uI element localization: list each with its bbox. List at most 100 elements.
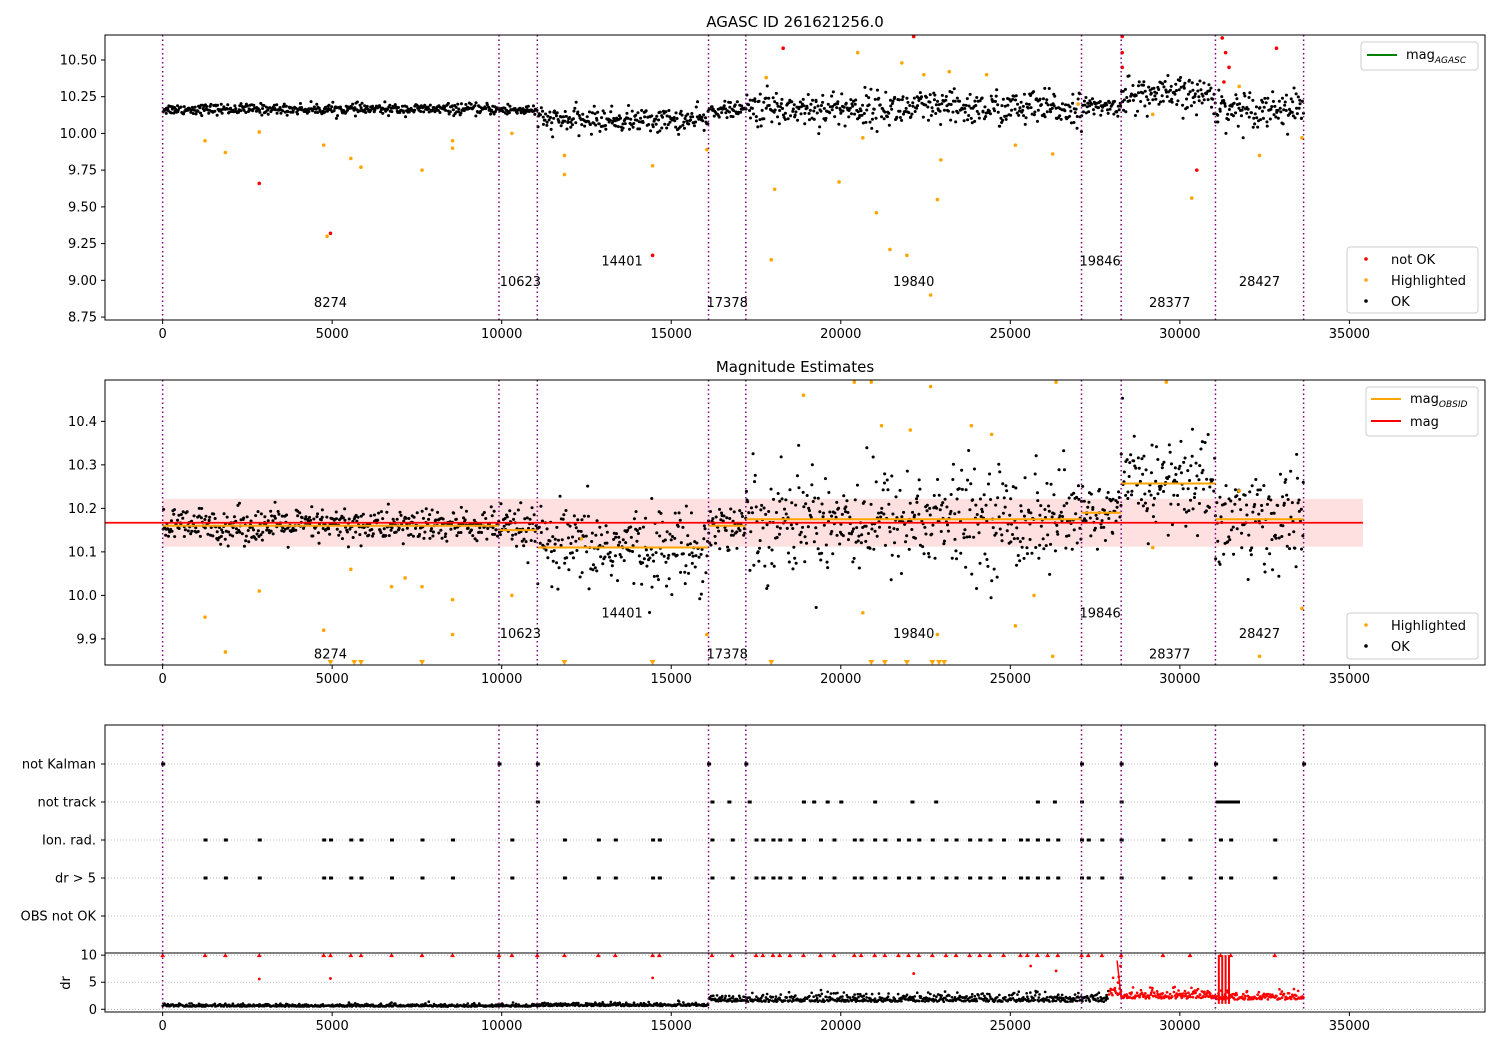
flag-point bbox=[730, 876, 735, 880]
magnitude-obsid-label: 8274 bbox=[314, 647, 347, 662]
flag-point bbox=[322, 838, 327, 842]
magnitude-highlighted-point bbox=[1050, 654, 1055, 659]
magnitude-highlighted-point bbox=[852, 380, 857, 384]
agasc-not-ok-point bbox=[257, 181, 262, 186]
agasc-highlighted-point bbox=[650, 163, 655, 168]
dr-clipped-marker bbox=[967, 953, 973, 958]
magnitude-highlighted-point bbox=[908, 428, 913, 432]
magnitude-highlighted-point bbox=[1164, 380, 1169, 384]
flag-point bbox=[451, 838, 456, 842]
dr-clipped-marker bbox=[882, 953, 888, 958]
dr-clipped-marker bbox=[753, 953, 759, 958]
magnitude-highlighted-point bbox=[510, 593, 514, 598]
agasc-xtick-label: 30000 bbox=[1159, 327, 1200, 342]
dr-clipped-marker bbox=[561, 953, 567, 958]
flag-point bbox=[747, 800, 752, 804]
dr-clipped-marker bbox=[327, 953, 333, 958]
dr-clipped-marker bbox=[1099, 953, 1105, 958]
agasc-ytick-label: 9.50 bbox=[68, 200, 97, 215]
dr-clipped-marker bbox=[929, 953, 935, 958]
flag-point bbox=[1002, 838, 1007, 842]
agasc-ok-points bbox=[707, 99, 747, 120]
flag-point bbox=[203, 838, 208, 842]
flag-point bbox=[651, 838, 656, 842]
agasc-ok-points bbox=[744, 84, 1083, 136]
magnitude-axes: 0 5000 10000 15000 20000 25000 30000 35000 9.9 10… bbox=[68, 415, 1370, 687]
dr-clipped-marker bbox=[817, 953, 823, 958]
dr-clipped-marker bbox=[1055, 953, 1061, 958]
magnitude-ytick-label: 10.0 bbox=[68, 589, 97, 604]
agasc-highlighted-point bbox=[855, 50, 860, 55]
flag-point bbox=[1056, 838, 1061, 842]
magnitude-obsid-label: 14401 bbox=[601, 607, 642, 622]
flag-point bbox=[1273, 838, 1278, 842]
flag-point bbox=[562, 838, 567, 842]
magnitude-estimates-title: Magnitude Estimates bbox=[716, 358, 874, 376]
dr-clipped-marker bbox=[496, 953, 502, 958]
magnitude-highlighted-point bbox=[223, 650, 228, 654]
flag-point bbox=[1002, 876, 1007, 880]
agasc-not-ok-point bbox=[1274, 46, 1279, 51]
agasc-obsid-label: 17378 bbox=[707, 296, 748, 311]
agasc-highlighted-point bbox=[1189, 196, 1194, 200]
magnitude-highlighted-point bbox=[1237, 489, 1241, 493]
flag-point bbox=[954, 838, 959, 842]
flag-point bbox=[754, 838, 759, 842]
flag-point bbox=[825, 800, 830, 804]
agasc-xtick-label: 5000 bbox=[316, 327, 349, 342]
flag-point bbox=[988, 876, 993, 880]
flag-point bbox=[883, 876, 888, 880]
agasc-not-ok-point bbox=[911, 34, 916, 39]
agasc-highlighted-point bbox=[562, 172, 567, 177]
flag-point bbox=[1302, 762, 1307, 766]
flag-point bbox=[968, 876, 973, 880]
flag-point bbox=[562, 876, 567, 880]
legend-highlighted-label: Highlighted bbox=[1391, 274, 1466, 289]
magnitude-highlighted-point bbox=[1013, 624, 1018, 628]
flag-point bbox=[1232, 800, 1237, 804]
flag-point bbox=[657, 876, 662, 880]
magnitude-highlighted-point bbox=[969, 423, 974, 428]
dr-clipped-marker bbox=[895, 953, 901, 958]
flag-point bbox=[832, 838, 837, 842]
dr-clipped-marker bbox=[1272, 953, 1278, 958]
flag-point bbox=[978, 876, 983, 880]
magnitude-estimates-panel: Magnitude Estimates 8274 10623 14401 17378 1… bbox=[68, 358, 1486, 687]
flag-point bbox=[744, 762, 749, 766]
dr-extra-point bbox=[329, 977, 332, 980]
clipped-low-marker bbox=[357, 660, 364, 665]
legend-ok-label: OK bbox=[1391, 295, 1410, 310]
flag-point bbox=[420, 838, 425, 842]
flag-point bbox=[1080, 838, 1085, 842]
dr-clipped-marker bbox=[953, 953, 959, 958]
magnitude-ytick-label: 9.9 bbox=[76, 632, 97, 647]
dr-extra-point bbox=[257, 977, 261, 981]
magnitude-xtick-label: 20000 bbox=[820, 672, 861, 687]
flag-point bbox=[801, 800, 806, 804]
flag-point bbox=[1035, 800, 1040, 804]
agasc-highlighted-point bbox=[450, 146, 455, 150]
dr-clipped-marker bbox=[656, 953, 662, 958]
flag-point bbox=[510, 838, 515, 842]
magnitude-ytick-label: 10.1 bbox=[68, 545, 97, 560]
flag-row-label: Ion. rad. bbox=[42, 834, 96, 849]
flag-point bbox=[1035, 838, 1040, 842]
agasc-xtick-label: 20000 bbox=[820, 327, 861, 342]
flag-point bbox=[771, 838, 776, 842]
dr-clipped-marker bbox=[872, 953, 878, 958]
agasc-obsid-label: 10623 bbox=[500, 275, 541, 290]
clipped-low-marker bbox=[327, 660, 334, 665]
agasc-not-ok-point bbox=[1222, 80, 1226, 84]
magnitude-highlighted-point bbox=[935, 632, 940, 637]
agasc-highlighted-point bbox=[837, 180, 841, 184]
dr-points bbox=[161, 1000, 539, 1008]
magnitude-xtick-label: 30000 bbox=[1159, 672, 1200, 687]
flag-row-label: not track bbox=[37, 796, 96, 811]
flag-point bbox=[778, 876, 783, 880]
flag-point bbox=[1018, 838, 1023, 842]
dr-xtick-label: 0 bbox=[159, 1019, 167, 1034]
flag-point bbox=[1219, 800, 1224, 804]
agasc-not-ok-point bbox=[1194, 168, 1199, 172]
magnitude-highlighted-point bbox=[1054, 380, 1058, 384]
agasc-highlighted-point bbox=[705, 147, 709, 152]
